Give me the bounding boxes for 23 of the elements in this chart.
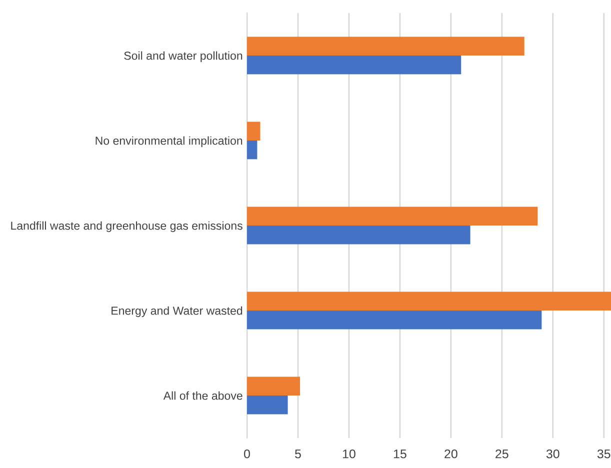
y-tick-label: All of the above [163, 391, 242, 400]
x-tick-label: 15 [394, 450, 406, 458]
bar [247, 36, 524, 56]
bar [247, 396, 288, 414]
y-tick-label: Landfill waste and greenhouse gas emissions [11, 221, 242, 232]
x-tick-label: 25 [496, 449, 508, 458]
x-tick-label: 30 [546, 449, 560, 458]
x-tick-label: 0 [244, 449, 250, 458]
bar [247, 56, 462, 74]
y-tick-label: No environmental implication [96, 136, 242, 148]
bar [247, 310, 542, 330]
bar [247, 206, 538, 226]
bar [247, 226, 470, 244]
x-tick-label: 20 [444, 449, 458, 458]
bar [247, 140, 258, 160]
x-tick-label: 10 [342, 449, 356, 458]
x-tick-label: 35 [597, 449, 610, 458]
x-tick-label: 5 [295, 450, 301, 458]
bar [247, 376, 300, 396]
bar [247, 292, 611, 310]
y-tick-label: Energy and Water wasted [112, 306, 242, 318]
bar [247, 122, 260, 140]
y-tick-label: Soil and water pollution [124, 51, 242, 62]
